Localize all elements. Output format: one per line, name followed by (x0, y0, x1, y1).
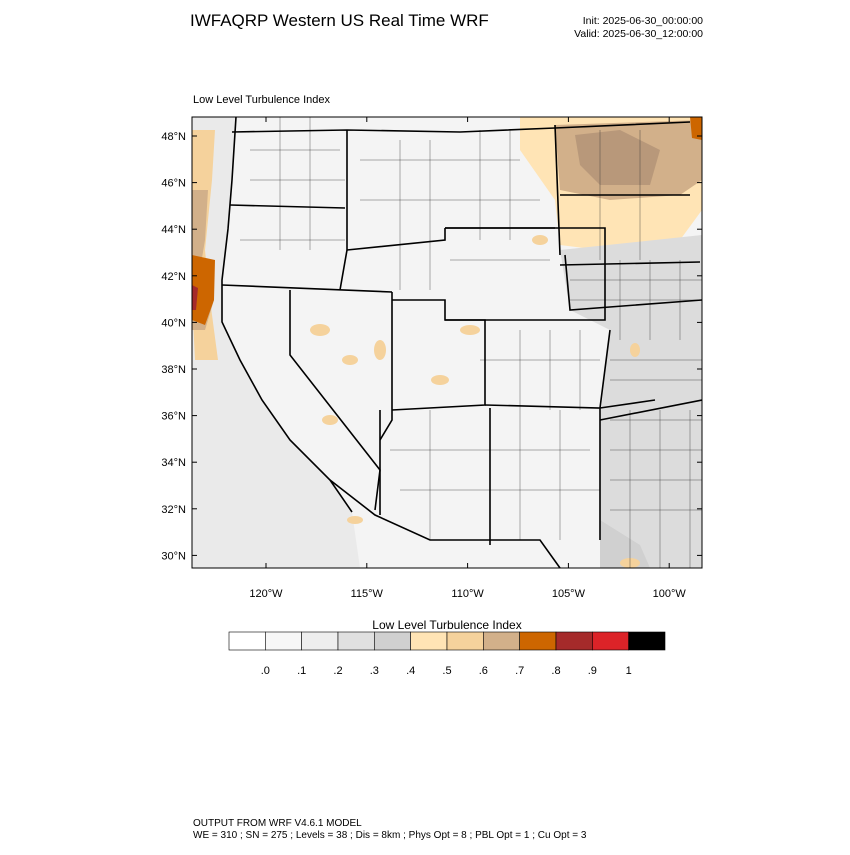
colorbar-label: 1 (626, 665, 632, 677)
lat-label: 42°N (161, 271, 186, 283)
lat-label: 38°N (161, 364, 186, 376)
colorbar-label: .6 (479, 665, 488, 677)
colorbar-label: .1 (297, 665, 306, 677)
colorbar-title: Low Level Turbulence Index (372, 618, 521, 632)
colorbar-label: .2 (333, 665, 342, 677)
colorbar-label: .8 (551, 665, 560, 677)
colorbar-swatch (374, 631, 411, 651)
lon-label: 110°W (451, 588, 484, 600)
map (191, 116, 703, 569)
lat-label: 32°N (161, 504, 186, 516)
colorbar-label: .3 (370, 665, 379, 677)
colorbar-swatch (228, 631, 266, 651)
colorbar-label: .9 (588, 665, 597, 677)
lat-label: 40°N (161, 317, 186, 329)
footer-line: OUTPUT FROM WRF V4.6.1 MODEL (193, 818, 362, 829)
colorbar-label: .4 (406, 665, 415, 677)
lat-label: 30°N (161, 550, 186, 562)
colorbar-swatch (592, 631, 629, 651)
colorbar-swatch (483, 631, 520, 651)
lat-label: 34°N (161, 457, 186, 469)
colorbar-label: .5 (442, 665, 451, 677)
map-title: Low Level Turbulence Index (193, 94, 330, 106)
colorbar-label: .7 (515, 665, 524, 677)
colorbar-swatch (519, 631, 557, 651)
colorbar-swatch (337, 631, 375, 651)
colorbar-swatch (301, 631, 339, 651)
lat-label: 46°N (161, 178, 186, 190)
colorbar-swatch (555, 631, 593, 651)
lon-label: 105°W (552, 588, 586, 600)
colorbar-swatch (265, 631, 302, 651)
colorbar-label: .0 (261, 665, 270, 677)
lat-label: 44°N (161, 224, 186, 236)
init-time: Init: 2025-06-30_00:00:00 (583, 15, 703, 27)
lon-label: 100°W (653, 588, 687, 600)
title: IWFAQRP Western US Real Time WRF (190, 11, 489, 30)
colorbar-swatch (628, 631, 666, 651)
footer-line: WE = 310 ; SN = 275 ; Levels = 38 ; Dis … (193, 830, 587, 841)
lon-label: 115°W (351, 588, 384, 600)
valid-time: Valid: 2025-06-30_12:00:00 (574, 28, 703, 40)
colorbar-swatch (446, 631, 484, 651)
lon-label: 120°W (249, 588, 283, 600)
colorbar: Low Level Turbulence Index (372, 618, 521, 632)
colorbar-swatch (410, 631, 448, 651)
lat-label: 48°N (161, 131, 186, 143)
lat-label: 36°N (161, 411, 186, 423)
